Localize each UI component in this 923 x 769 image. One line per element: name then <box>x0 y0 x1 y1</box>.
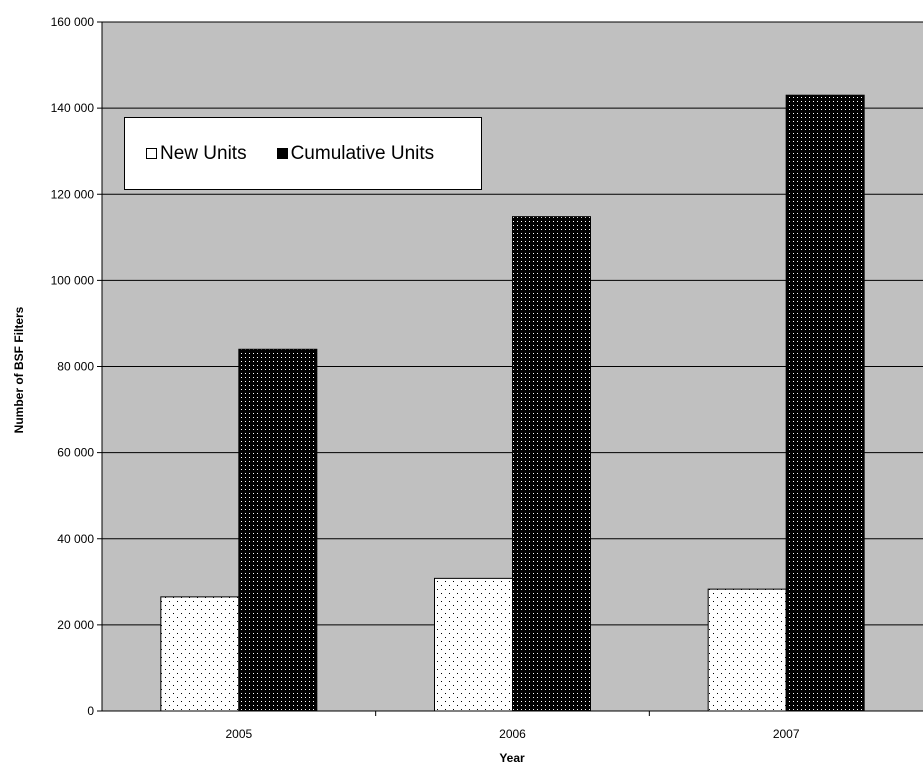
x-tick-label: 2006 <box>499 727 526 741</box>
y-tick-label: 140 000 <box>51 101 95 115</box>
y-tick-label: 40 000 <box>57 532 94 546</box>
x-tick-label: 2007 <box>773 727 800 741</box>
y-tick-label: 80 000 <box>57 360 94 374</box>
bars <box>160 94 865 712</box>
y-tick-label: 100 000 <box>51 273 95 287</box>
bar-cumulative-units-2005 <box>238 348 318 712</box>
legend-label-cumulative-units: Cumulative Units <box>290 142 435 164</box>
bar-new-units-2006 <box>434 577 513 712</box>
y-axis-title: Number of BSF Filters <box>12 306 26 434</box>
y-tick-label: 20 000 <box>57 618 94 632</box>
x-tick-label: 2005 <box>225 727 252 741</box>
y-tick-label: 60 000 <box>57 446 94 460</box>
legend-swatch-cumulative-units <box>276 148 288 159</box>
legend-item-new-units: New Units <box>146 143 247 165</box>
x-axis-ticks: 2005 2006 2007 <box>225 711 800 741</box>
x-axis-title: Year <box>499 751 525 765</box>
bar-new-units-2007 <box>707 588 787 712</box>
legend-swatch-new-units <box>146 148 157 159</box>
y-tick-label: 120 000 <box>51 187 95 201</box>
bar-cumulative-units-2007 <box>785 94 865 712</box>
legend-item-cumulative-units: Cumulative Units <box>276 142 435 165</box>
y-axis-ticks: 0 20 000 40 000 60 000 80 000 100 000 120 000 1… <box>51 15 102 718</box>
y-tick-label: 160 000 <box>51 15 95 29</box>
legend: New Units Cumulative Units <box>124 117 482 190</box>
legend-label-new-units: New Units <box>160 142 247 164</box>
bar-new-units-2005 <box>160 596 240 712</box>
y-tick-label: 0 <box>87 704 94 718</box>
bar-cumulative-units-2006 <box>512 216 591 712</box>
